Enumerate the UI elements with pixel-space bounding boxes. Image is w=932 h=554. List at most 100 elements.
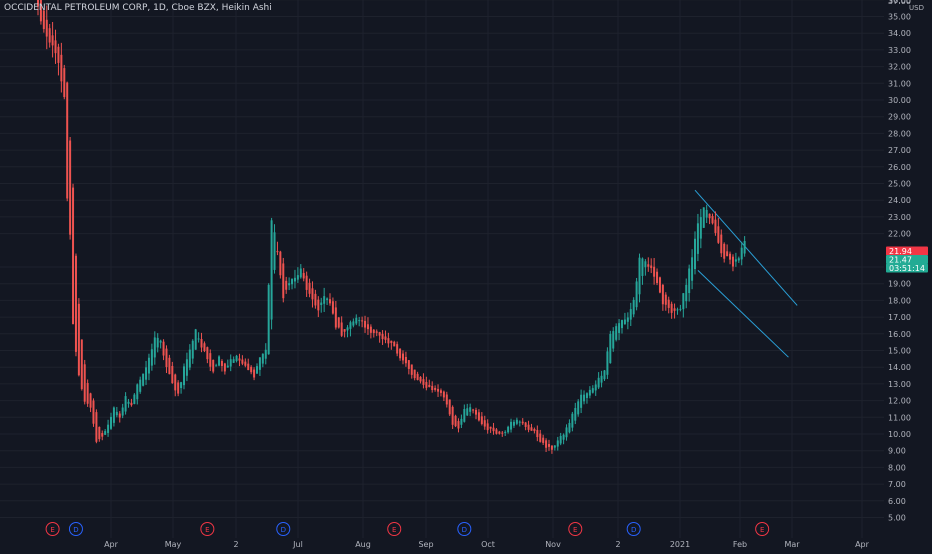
candle-body <box>369 326 372 333</box>
candle-body <box>650 265 653 269</box>
dividend-marker[interactable] <box>626 522 641 536</box>
trendlines[interactable] <box>694 189 798 358</box>
price-label-bg <box>886 246 928 256</box>
candle-body <box>308 282 311 294</box>
earnings-marker[interactable] <box>568 522 583 536</box>
candle-body <box>714 219 717 233</box>
candle-body <box>699 217 702 239</box>
candle-body <box>337 317 340 328</box>
candle-body <box>726 251 729 257</box>
earnings-marker[interactable] <box>200 522 215 536</box>
candle-body <box>72 187 75 324</box>
candle-body <box>378 332 381 336</box>
x-axis[interactable]: Apr May 2 Jul Aug Sep Oct Nov 2 2021 Feb Mar Apr <box>104 540 870 549</box>
candle-body <box>112 407 115 423</box>
candle-body <box>101 433 104 437</box>
dividend-marker[interactable] <box>457 522 472 536</box>
y-axis[interactable]: 36.00 35.00 34.00 33.00 32.00 31.00 30.00 29.00… <box>888 0 911 523</box>
y-tick-label: 29.00 <box>888 113 911 122</box>
candle-body <box>661 284 664 305</box>
candle-body <box>711 216 714 224</box>
dividend-marker[interactable] <box>276 522 291 536</box>
candle-body <box>507 426 510 433</box>
candle-body <box>591 388 594 393</box>
event-marker-letter: D <box>631 526 636 534</box>
candle-body <box>317 299 320 311</box>
currency-label: USD <box>909 4 924 12</box>
y-tick-label: 37.00 <box>888 0 911 6</box>
trendline[interactable] <box>697 269 789 358</box>
x-tick-label: 2 <box>615 540 620 549</box>
y-tick-label: 30.00 <box>888 96 911 105</box>
y-tick-label: 15.00 <box>888 347 911 356</box>
candle-body <box>606 351 609 375</box>
candle-body <box>512 421 515 426</box>
y-tick-label: 12.00 <box>888 397 911 406</box>
candle-body <box>48 28 51 43</box>
candle-body <box>644 261 647 268</box>
candle-body <box>340 322 343 336</box>
candle-body <box>124 396 127 412</box>
candle-body <box>583 394 586 402</box>
candle-body <box>39 0 42 22</box>
dividend-marker[interactable] <box>68 522 83 536</box>
earnings-marker[interactable] <box>387 522 402 536</box>
candle-body <box>139 379 142 392</box>
candle-body <box>685 284 688 302</box>
candle-body <box>428 384 431 387</box>
candle-body <box>334 307 337 328</box>
candle-body <box>98 426 101 440</box>
y-tick-label: 7.00 <box>888 480 906 489</box>
candle-body <box>390 340 393 343</box>
candle-body <box>320 302 323 306</box>
trendline[interactable] <box>694 189 798 306</box>
earnings-marker[interactable] <box>755 522 770 536</box>
candle-body <box>524 422 527 427</box>
candle-body <box>702 207 705 228</box>
y-tick-label: 36.00 <box>888 0 911 5</box>
candle-body <box>302 272 305 279</box>
candle-body <box>358 320 361 322</box>
candle-body <box>667 299 670 308</box>
candle-body <box>212 359 215 372</box>
candle-body <box>439 390 442 393</box>
candle-body <box>641 258 644 276</box>
candle-body <box>42 10 45 30</box>
candle-body <box>653 266 656 277</box>
candle-body <box>372 329 375 333</box>
candle-body <box>326 298 329 300</box>
candle-body <box>396 344 399 354</box>
candle-body <box>568 422 571 433</box>
candle-body <box>626 317 629 322</box>
candle-body <box>188 349 191 368</box>
candle-body <box>215 365 218 367</box>
candle-body <box>185 359 188 376</box>
candle-body <box>536 430 539 438</box>
candle-body <box>580 394 583 408</box>
candle-body <box>548 444 550 447</box>
candle-body <box>410 364 413 375</box>
event-marker-letter: E <box>573 526 577 534</box>
y-tick-label: 32.00 <box>888 63 911 72</box>
candle-body <box>250 366 253 373</box>
candle-body <box>180 382 183 389</box>
candle-body <box>737 258 740 261</box>
candle-body <box>480 416 483 425</box>
candle-body <box>147 357 150 374</box>
candle-body <box>244 361 247 366</box>
x-tick-label: May <box>165 540 182 549</box>
earnings-marker[interactable] <box>45 522 60 536</box>
candle-body <box>475 409 477 415</box>
candle-body <box>80 339 83 390</box>
candle-body <box>323 296 326 304</box>
candle-body <box>501 432 504 434</box>
candle-body <box>717 226 720 243</box>
candle-body <box>407 360 410 369</box>
candle-body <box>492 427 495 432</box>
candle-body <box>399 348 402 359</box>
candle-body <box>469 407 472 412</box>
event-marker-letter: E <box>50 526 54 534</box>
